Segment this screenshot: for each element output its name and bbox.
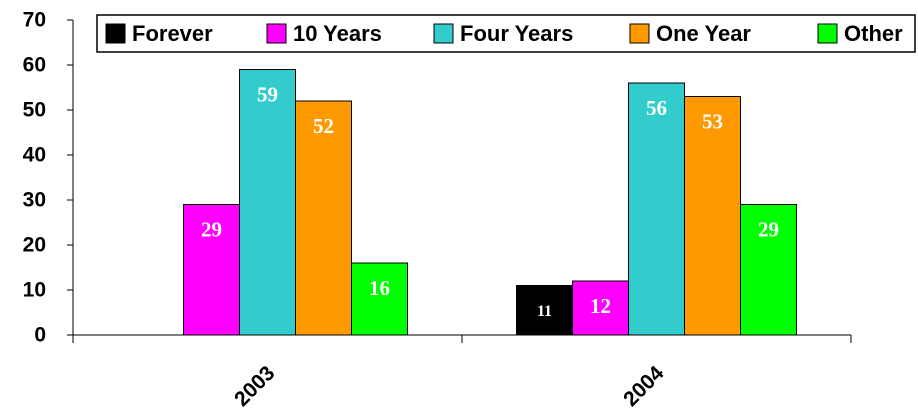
bar (239, 69, 296, 336)
value-label: 11 (537, 303, 552, 320)
bar (572, 280, 629, 336)
bar (351, 262, 408, 336)
y-tick-label: 70 (23, 9, 46, 32)
value-label: 29 (758, 217, 779, 241)
value-label: 59 (257, 82, 278, 106)
bar (740, 204, 797, 336)
legend-label: Other (844, 21, 903, 46)
x-tick-label: 2004 (619, 361, 669, 411)
y-tick-label: 40 (23, 144, 46, 167)
y-tick-label: 50 (23, 99, 46, 122)
bar (295, 100, 352, 336)
y-tick-label: 30 (23, 189, 46, 212)
value-label: 53 (702, 109, 723, 133)
bar (183, 204, 240, 336)
bar (684, 96, 741, 336)
value-label: 16 (369, 276, 390, 300)
legend-box (96, 14, 916, 53)
bar (516, 285, 573, 336)
legend-swatch (433, 23, 454, 44)
legend-swatch (817, 23, 838, 44)
legend-label: Four Years (460, 21, 573, 46)
value-label: 12 (590, 294, 611, 318)
value-label: 29 (201, 217, 222, 241)
bar (628, 82, 685, 336)
legend-label: One Year (656, 21, 751, 46)
legend-swatch (266, 23, 287, 44)
legend-label: 10 Years (293, 21, 382, 46)
y-tick-label: 60 (23, 54, 46, 77)
y-tick-label: 10 (23, 279, 46, 302)
y-tick-label: 20 (23, 234, 46, 257)
y-tick-label: 0 (34, 324, 46, 347)
value-label: 52 (313, 114, 334, 138)
x-tick-label: 2003 (230, 362, 279, 411)
legend-label: Forever (132, 21, 213, 46)
value-label: 56 (646, 96, 667, 120)
legend-swatch (629, 23, 650, 44)
legend-swatch (105, 23, 126, 44)
